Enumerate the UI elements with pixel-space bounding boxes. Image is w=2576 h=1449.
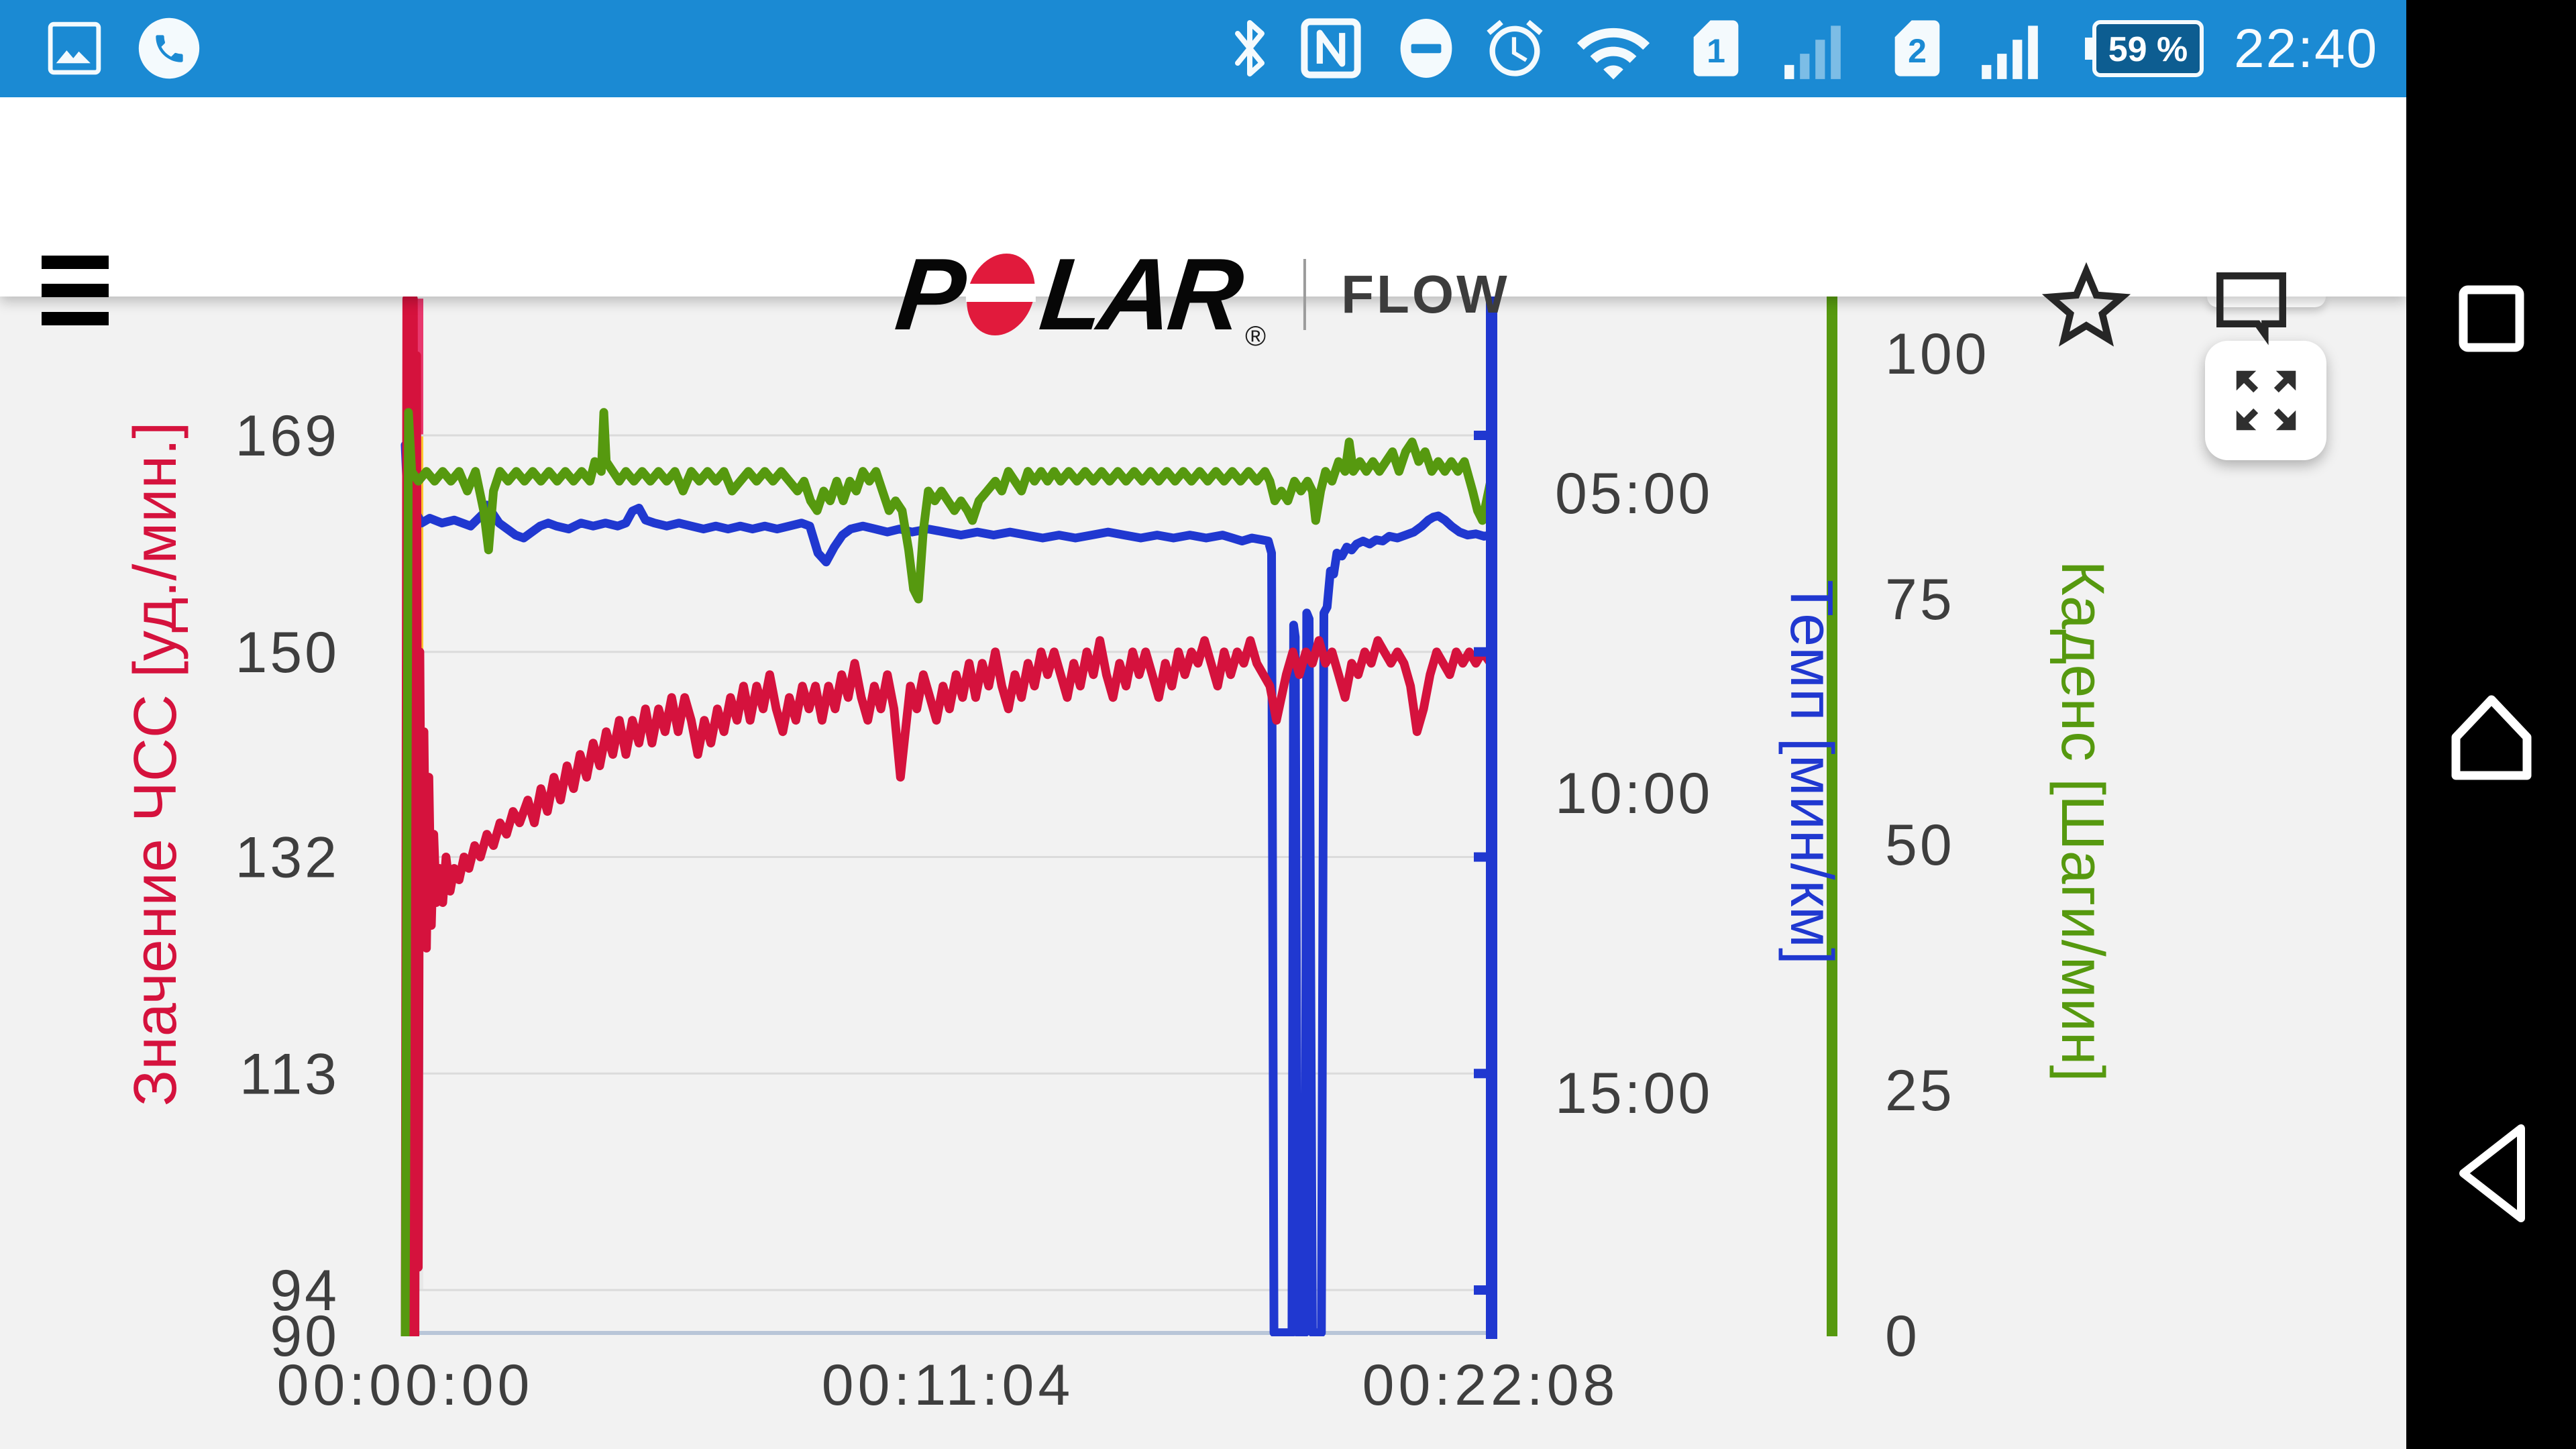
android-nav-bar [2406, 0, 2576, 1449]
cadence-tick-label: 75 [1885, 568, 1955, 632]
do-not-disturb-icon [1400, 19, 1452, 78]
alarm-icon [1487, 19, 1543, 76]
sim1-icon: 1 [1693, 20, 1739, 76]
hr-tick-label: 169 [235, 404, 340, 468]
x-tick-label: 00:22:08 [1362, 1353, 1619, 1417]
pace-axis-tick [1474, 431, 1486, 440]
series-heart_rate [400, 297, 1495, 1336]
series-cadence [400, 408, 1495, 1336]
menu-button[interactable] [42, 256, 109, 327]
pace-axis-tick [1474, 1069, 1486, 1079]
image-notification-icon [48, 21, 101, 75]
app-name-text: FLOW [1341, 264, 1510, 324]
hr-tick-label: 94 [270, 1258, 339, 1323]
app-header: P LAR ® FLOW [0, 97, 2406, 352]
series-pace [400, 441, 1495, 1336]
pace-axis-title: Темп [мин/км] [1778, 580, 1845, 965]
pace-axis-tick [1474, 647, 1486, 657]
cadence-tick-label: 100 [1885, 322, 1990, 386]
cadence-tick-label: 25 [1885, 1059, 1955, 1123]
content-area: 169 150 132 113 94 90 05:00 10:00 15:00 100 75 50 25… [0, 297, 2406, 1449]
svg-text:59 %: 59 % [2108, 30, 2188, 69]
signal-sim1-icon [1784, 25, 1841, 79]
pace-axis-line [1486, 297, 1497, 1339]
pace-tick-label: 15:00 [1555, 1061, 1713, 1126]
pace-axis-tick [1474, 852, 1486, 862]
hr-tick-label: 132 [235, 826, 340, 890]
svg-text:2: 2 [1908, 32, 1927, 70]
x-tick-label: 00:11:04 [822, 1353, 1074, 1417]
hr-tick-label: 150 [235, 621, 340, 685]
feedback-comment-button[interactable] [2207, 263, 2296, 352]
nfc-icon [1301, 18, 1361, 78]
x-tick-label: 00:00:00 [277, 1353, 534, 1417]
registered-mark: ® [1245, 320, 1267, 352]
cadence-tick-label: 0 [1885, 1304, 1920, 1368]
clock-text: 22:40 [2234, 18, 2379, 79]
recents-button[interactable] [2406, 285, 2576, 352]
hr-tick-label: 90 [270, 1304, 339, 1368]
hr-tick-label: 113 [239, 1042, 339, 1106]
battery-icon: 59 % [2085, 20, 2204, 77]
favorite-star-button[interactable] [2039, 260, 2133, 354]
status-bar: 1 2 59 % 22:40 [0, 0, 2406, 97]
back-icon [2459, 1124, 2525, 1222]
logo-divider [1303, 258, 1307, 330]
logo-o-icon [961, 253, 1040, 335]
cadence-axis-title: Каденс [Шаги/мин] [2049, 560, 2116, 1081]
recents-icon [2459, 285, 2524, 352]
svg-text:1: 1 [1707, 32, 1725, 70]
expand-arrows-icon [2236, 370, 2296, 431]
signal-sim2-icon [1982, 25, 2038, 79]
x-axis-line [405, 1331, 1497, 1335]
cadence-tick-label: 50 [1885, 813, 1955, 877]
pace-tick-label: 10:00 [1555, 761, 1713, 826]
logo-text-p: P [890, 237, 967, 352]
back-button[interactable] [2406, 1124, 2576, 1223]
logo-text-lar: LAR [1034, 237, 1245, 352]
wifi-icon [1576, 28, 1650, 80]
home-icon [2451, 695, 2531, 780]
polar-flow-logo: P LAR ® FLOW [890, 195, 1510, 394]
collapsed-button-partial[interactable] [2207, 297, 2326, 307]
hr-axis-title: Значение ЧСС [уд./мин.] [122, 422, 189, 1107]
sim2-icon: 2 [1894, 20, 1940, 76]
bluetooth-icon [1235, 20, 1265, 76]
pace-axis-tick [1474, 1285, 1486, 1295]
cadence-axis-line [1827, 297, 1837, 1336]
home-button[interactable] [2406, 694, 2576, 780]
pace-tick-label: 05:00 [1555, 462, 1713, 526]
phone-call-icon [138, 17, 200, 79]
fullscreen-button[interactable] [2205, 341, 2326, 460]
